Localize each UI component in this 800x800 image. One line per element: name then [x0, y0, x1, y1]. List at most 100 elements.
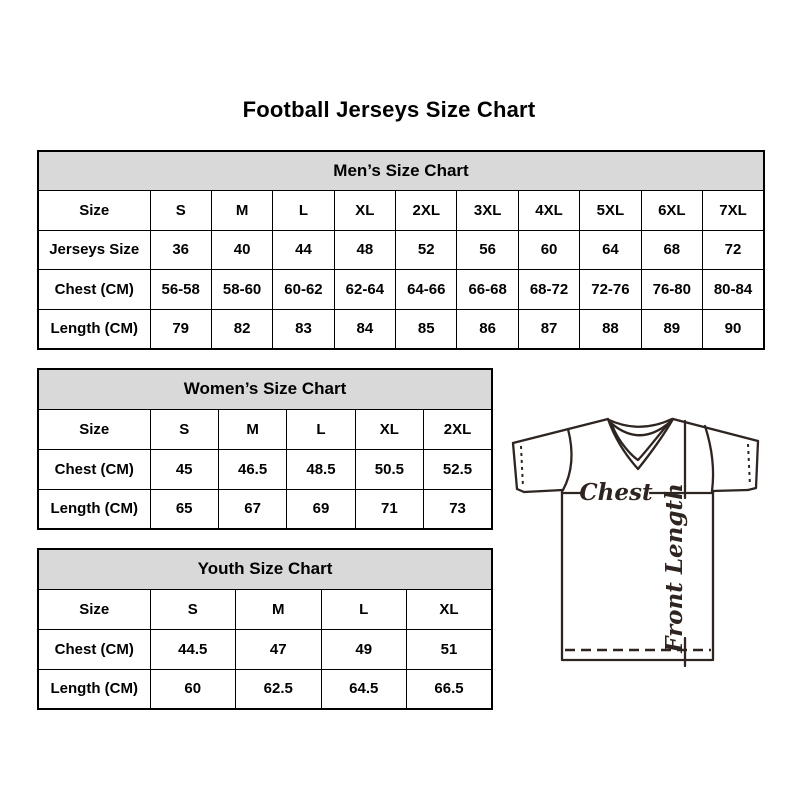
table-cell: 51 — [406, 628, 493, 670]
jersey-right-sleeve-underedge — [710, 488, 750, 493]
table-cell: 2XL — [395, 190, 458, 231]
womens-size-table: Women’s Size Chart Size S M L XL 2XL Chest (CM)… — [37, 368, 493, 530]
men-table-title-row: Men’s Size Chart — [37, 150, 765, 191]
row-label: Size — [37, 408, 151, 450]
table-cell: 64 — [579, 229, 642, 270]
table-cell: 69 — [286, 488, 356, 530]
table-cell: 86 — [456, 308, 519, 349]
table-cell: M — [235, 588, 322, 630]
youth-table-title-row: Youth Size Chart — [37, 548, 493, 590]
table-cell: 80-84 — [702, 269, 765, 310]
table-cell: 64-66 — [395, 269, 458, 310]
jersey-measurement-diagram: Chest Front Length — [500, 398, 770, 674]
table-cell: 40 — [210, 229, 274, 270]
table-cell: S — [149, 190, 212, 231]
jersey-collar-outer-v — [606, 417, 675, 471]
table-cell: 60-62 — [272, 269, 335, 310]
table-cell: S — [149, 588, 236, 630]
row-label: Length (CM) — [37, 488, 151, 530]
table-cell: 48 — [333, 229, 397, 270]
table-cell: 83 — [272, 308, 335, 349]
table-cell: 5XL — [579, 190, 642, 231]
table-cell: 71 — [354, 488, 425, 530]
table-row: Size S M L XL 2XL — [37, 408, 493, 450]
table-cell: 60 — [149, 668, 236, 710]
table-cell: XL — [354, 408, 425, 450]
row-label: Jerseys Size — [37, 229, 151, 270]
table-row: Jerseys Size 36 40 44 48 52 56 60 64 68 72 — [37, 229, 765, 270]
table-cell: 47 — [235, 628, 322, 670]
table-cell: 6XL — [640, 190, 704, 231]
table-cell: 89 — [640, 308, 704, 349]
table-cell: M — [217, 408, 288, 450]
row-label: Length (CM) — [37, 668, 151, 710]
table-cell: 2XL — [423, 408, 493, 450]
table-cell: 90 — [702, 308, 765, 349]
table-row: Length (CM) 60 62.5 64.5 66.5 — [37, 668, 493, 710]
jersey-left-sleeve-underedge — [522, 488, 565, 494]
table-cell: 46.5 — [217, 448, 288, 490]
jersey-outline-icon: Chest Front Length — [511, 417, 760, 668]
table-cell: L — [320, 588, 407, 630]
right-cuff-stitch-line — [747, 443, 751, 487]
table-cell: 62-64 — [333, 269, 397, 310]
jersey-left-shoulder — [511, 417, 610, 445]
row-label: Chest (CM) — [37, 269, 151, 310]
table-row: Chest (CM) 56-58 58-60 60-62 62-64 64-66 66-68… — [37, 269, 765, 310]
jersey-collar-inner-v — [610, 422, 670, 462]
table-cell: M — [210, 190, 274, 231]
table-cell: 67 — [217, 488, 288, 530]
page-title: Football Jerseys Size Chart — [242, 97, 536, 122]
table-cell: 50.5 — [354, 448, 425, 490]
table-cell: XL — [333, 190, 397, 231]
table-row: Length (CM) 79 82 83 84 85 86 87 88 89 90 — [37, 308, 765, 349]
table-cell: 60 — [517, 229, 581, 270]
table-cell: 3XL — [456, 190, 519, 231]
table-cell: 84 — [333, 308, 397, 349]
left-cuff-stitch-line — [520, 445, 524, 488]
table-cell: 4XL — [517, 190, 581, 231]
table-cell: 48.5 — [286, 448, 356, 490]
table-row: Chest (CM) 45 46.5 48.5 50.5 52.5 — [37, 448, 493, 490]
jersey-right-shoulder — [671, 417, 760, 443]
table-cell: 68-72 — [517, 269, 581, 310]
table-cell: 36 — [149, 229, 212, 270]
table-cell: 72-76 — [579, 269, 642, 310]
table-cell: 64.5 — [320, 668, 407, 710]
table-row: Chest (CM) 44.5 47 49 51 — [37, 628, 493, 670]
table-cell: 73 — [423, 488, 493, 530]
table-cell: 85 — [395, 308, 458, 349]
table-cell: L — [286, 408, 356, 450]
table-cell: 76-80 — [640, 269, 704, 310]
table-cell: 58-60 — [210, 269, 274, 310]
jersey-back-collar-top — [607, 417, 674, 428]
table-cell: 72 — [702, 229, 765, 270]
row-label: Chest (CM) — [37, 628, 151, 670]
table-row: Length (CM) 65 67 69 71 73 — [37, 488, 493, 530]
youth-size-table: Youth Size Chart Size S M L XL Chest (CM) 44.5 4… — [37, 548, 493, 710]
jersey-left-armhole — [561, 427, 573, 492]
row-label: Length (CM) — [37, 308, 151, 349]
table-cell: 66-68 — [456, 269, 519, 310]
table-cell: 62.5 — [235, 668, 322, 710]
women-table-title-row: Women’s Size Chart — [37, 368, 493, 410]
row-label: Chest (CM) — [37, 448, 151, 490]
table-cell: 44 — [272, 229, 335, 270]
front-length-label: Front Length — [661, 483, 688, 654]
table-cell: 56-58 — [149, 269, 212, 310]
table-cell: 52 — [395, 229, 458, 270]
table-cell: 87 — [517, 308, 581, 349]
table-row: Size S M L XL — [37, 588, 493, 630]
table-cell: 88 — [579, 308, 642, 349]
table-row: Size S M L XL 2XL 3XL 4XL 5XL 6XL 7XL — [37, 190, 765, 231]
table-cell: 7XL — [702, 190, 765, 231]
women-table-title: Women’s Size Chart — [37, 368, 493, 410]
table-cell: 65 — [149, 488, 219, 530]
table-cell: 52.5 — [423, 448, 493, 490]
jersey-back-collar-bottom — [609, 420, 672, 437]
table-cell: 79 — [149, 308, 212, 349]
jersey-right-cuff — [746, 439, 760, 492]
jersey-right-armhole — [703, 424, 715, 493]
men-table-title: Men’s Size Chart — [37, 150, 765, 191]
row-label: Size — [37, 190, 151, 231]
